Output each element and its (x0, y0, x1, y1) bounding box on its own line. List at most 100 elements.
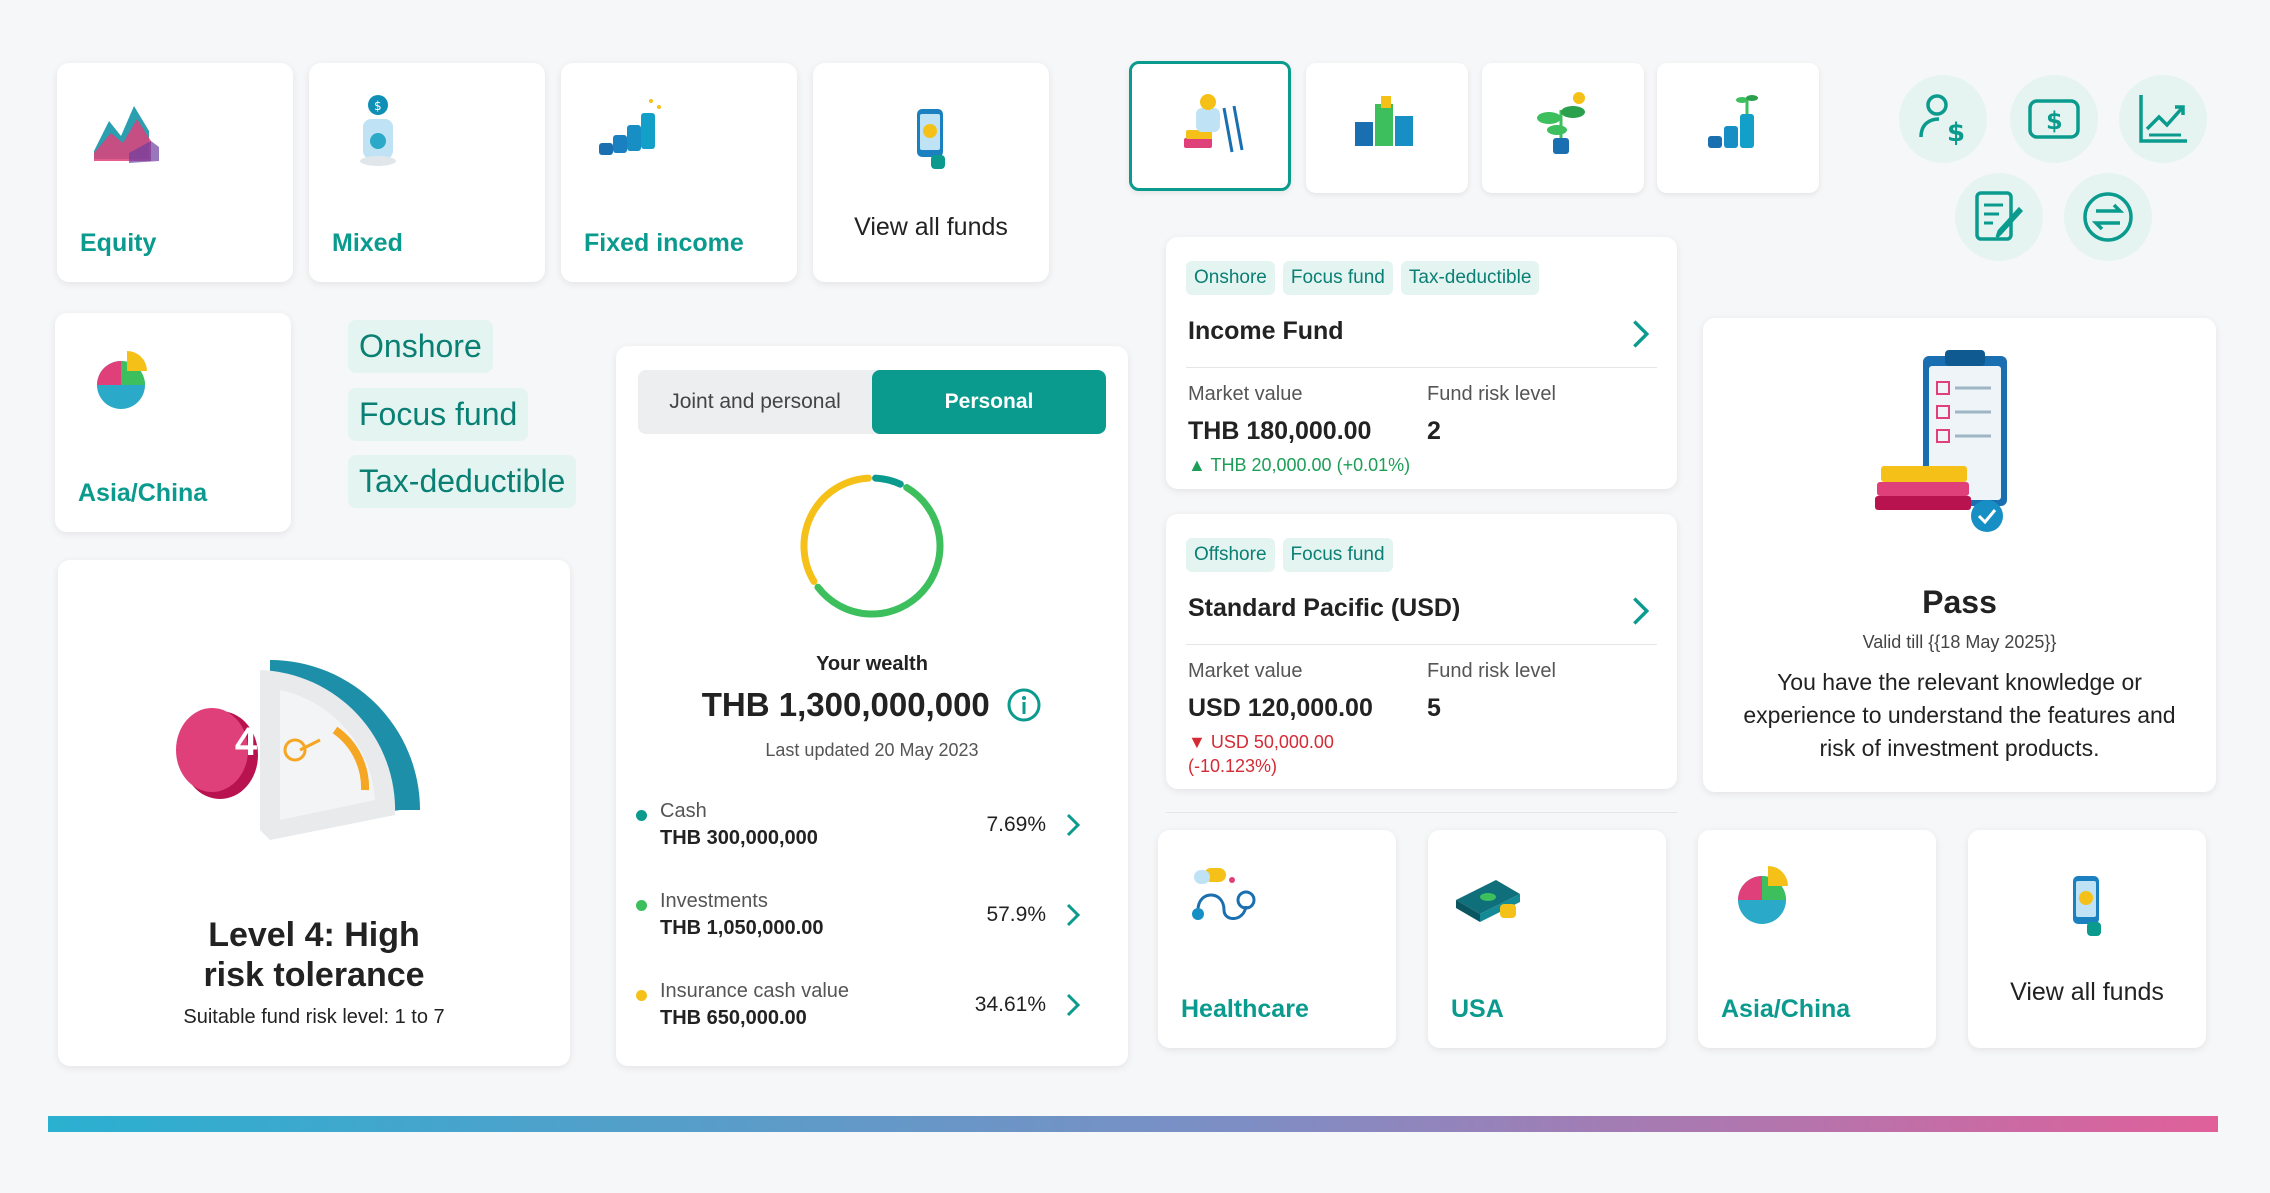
toggle-personal[interactable]: Personal (872, 370, 1106, 434)
category-card-healthcare[interactable]: Healthcare (1158, 830, 1396, 1048)
user-dollar-icon: $ (1919, 94, 1965, 148)
equity-chart-icon (94, 106, 159, 163)
pass-title: Pass (1922, 584, 1997, 620)
phone-coin-icon (2073, 876, 2101, 936)
category-card-mixed[interactable]: $ Mixed (309, 63, 545, 282)
fund-card-standard-pacific[interactable]: Offshore Focus fund Standard Pacific (USD… (1166, 514, 1677, 789)
wealth-updated: Last updated 20 May 2023 (765, 740, 979, 760)
category-card-fixed-income[interactable]: Fixed income (561, 63, 797, 282)
view-all-funds-label: View all funds (2010, 978, 2164, 1006)
category-label: Mixed (332, 229, 403, 257)
toggle-joint-and-personal[interactable]: Joint and personal (669, 390, 841, 413)
allocation-dot (636, 990, 647, 1001)
risk-gauge-icon (176, 660, 420, 840)
asia-pie-icon (97, 351, 147, 409)
thumb-growing-coins[interactable] (1657, 63, 1819, 193)
fund-tag: Offshore (1186, 538, 1275, 572)
chip-tax-deductible[interactable]: Tax-deductible (348, 455, 577, 508)
brand-gradient-bar (48, 1116, 2218, 1132)
fund-tag: Focus fund (1282, 261, 1393, 295)
pass-description: You have the relevant knowledge or exper… (1743, 669, 2176, 761)
clipboard-books-icon (1875, 350, 2007, 532)
allocation-value: THB 650,000.00 (660, 1007, 807, 1029)
category-label: USA (1451, 995, 1504, 1023)
risk-level: 5 (1427, 694, 1441, 722)
market-value: THB 180,000.00 (1188, 417, 1372, 445)
fund-tag: Focus fund (1282, 538, 1393, 572)
risk-level-title: Level 4: High risk tolerance (203, 916, 425, 994)
category-card-asia-china-bottom[interactable]: Asia/China (1698, 830, 1936, 1048)
allocation-dot (636, 810, 647, 821)
fund-tag: Tax-deductible (1400, 261, 1540, 295)
chip-onshore[interactable]: Onshore (348, 320, 493, 373)
chevron-right-icon[interactable] (1623, 594, 1657, 628)
quick-action-user-dollar[interactable]: $ (1899, 75, 1987, 163)
category-card-equity[interactable]: Equity (57, 63, 293, 282)
asia-pie-icon (1738, 866, 1788, 924)
svg-text:$: $ (2046, 107, 2063, 135)
donut-segment-cash (872, 474, 904, 488)
document-edit-icon (1975, 191, 2024, 241)
quick-action-dollar-bill[interactable]: $ (2010, 75, 2098, 163)
allocation-name: Investments (660, 890, 768, 912)
wealth-donut-chart (800, 474, 944, 618)
allocation-percent: 7.69% (986, 813, 1046, 836)
knowledge-pass-card: Pass Valid till {{18 May 2025}} You have… (1703, 318, 2216, 792)
market-value-label: Market value (1188, 660, 1303, 682)
allocation-row-investments[interactable]: Investments THB 1,050,000.00 57.9% (636, 890, 1108, 950)
allocation-dot (636, 900, 647, 911)
quick-action-trend-chart[interactable] (2119, 75, 2207, 163)
chevron-right-icon[interactable] (1623, 317, 1657, 351)
risk-level: 2 (1427, 417, 1441, 445)
money-plant-icon (1537, 92, 1585, 154)
phone-coin-icon (917, 109, 945, 169)
mixed-coin-jar-icon: $ (360, 95, 396, 166)
fund-name: Income Fund (1188, 317, 1344, 345)
info-icon[interactable] (1006, 687, 1042, 723)
chevron-right-icon[interactable] (1058, 900, 1088, 930)
view-all-funds-label: View all funds (854, 213, 1008, 241)
category-card-usa[interactable]: USA (1428, 830, 1666, 1048)
allocation-percent: 34.61% (974, 993, 1046, 1016)
svg-text:$: $ (374, 99, 382, 113)
allocation-row-cash[interactable]: Cash THB 300,000,000 7.69% (636, 800, 1108, 860)
fund-tag: Onshore (1186, 261, 1275, 295)
view-all-funds-card-top[interactable]: View all funds (813, 63, 1049, 282)
category-label: Fixed income (584, 229, 744, 257)
fund-card-income[interactable]: Onshore Focus fund Tax-deductible Income F… (1166, 237, 1677, 489)
wealth-amount: THB 1,300,000,000 (616, 686, 1128, 724)
risk-tolerance-card: 4 Level 4: High risk tolerance Suitable … (58, 560, 570, 1066)
donut-segment-insurance-cash-value (800, 474, 872, 585)
chevron-right-icon[interactable] (1058, 990, 1088, 1020)
allocation-row-insurance[interactable]: Insurance cash value THB 650,000.00 34.6… (636, 980, 1108, 1040)
fund-tags: Offshore Focus fund (1186, 538, 1401, 572)
thumb-money-plant[interactable] (1482, 63, 1644, 193)
value-change: ▼ USD 50,000.00 (1188, 732, 1334, 752)
wealth-title: Your wealth (816, 653, 928, 675)
growing-coins-icon (1708, 95, 1758, 148)
dollar-bill-icon: $ (2028, 99, 2080, 139)
healthcare-pills-icon (1192, 868, 1256, 920)
coin-stacks-icon (1355, 96, 1413, 146)
section-divider (1166, 812, 1677, 813)
risk-level-number: 4 (234, 720, 258, 764)
trend-chart-icon (2139, 95, 2187, 143)
quick-action-exchange[interactable] (2064, 173, 2152, 261)
allocation-value: THB 300,000,000 (660, 827, 818, 849)
allocation-name: Insurance cash value (660, 980, 850, 1002)
fund-tags: Onshore Focus fund Tax-deductible (1186, 261, 1547, 295)
allocation-name: Cash (660, 800, 707, 822)
usa-money-icon (1456, 880, 1520, 922)
quick-action-document-edit[interactable] (1955, 173, 2043, 261)
chevron-right-icon[interactable] (1058, 810, 1088, 840)
category-card-asia-china[interactable]: Asia/China (55, 313, 291, 532)
thumb-coin-ladder[interactable] (1129, 61, 1291, 191)
wealth-toggle: Joint and personal Personal (638, 370, 1106, 434)
view-all-funds-card-bottom[interactable]: View all funds (1968, 830, 2206, 1048)
chip-focus-fund[interactable]: Focus fund (348, 388, 529, 441)
market-value-label: Market value (1188, 383, 1303, 405)
coin-ladder-icon (1184, 94, 1244, 153)
thumb-coin-stacks[interactable] (1306, 63, 1468, 193)
category-label: Healthcare (1181, 995, 1309, 1023)
risk-level-subtitle: Suitable fund risk level: 1 to 7 (183, 1006, 445, 1028)
